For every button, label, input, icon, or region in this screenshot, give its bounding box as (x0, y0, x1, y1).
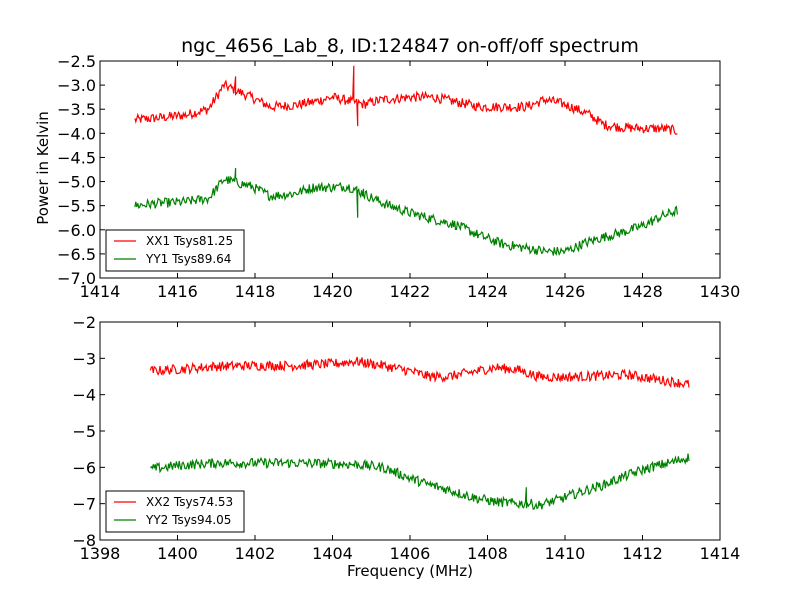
y-tick-label: −2 (72, 313, 96, 332)
y-tick-label: −4 (72, 386, 96, 405)
legend-label: XX2 Tsys74.53 (146, 495, 233, 509)
y-tick-label: −4.0 (57, 124, 96, 143)
y-tick-label: −5.0 (57, 173, 96, 192)
x-tick-label: 1414 (700, 544, 741, 563)
bottom-spectrum-plot: 1398 1400 1402 1404 1406 1408 1410 1412 1414 −8 −7… (72, 313, 740, 563)
x-tick-label: 1412 (622, 544, 663, 563)
y-tick-label: −5.5 (57, 197, 96, 216)
x-tick-label: 1430 (700, 282, 741, 301)
x-tick-label: 1426 (545, 282, 586, 301)
legend: XX1 Tsys81.25 YY1 Tsys89.64 (105, 229, 245, 272)
y-tick-label: −3 (72, 349, 96, 368)
legend-label: YY1 Tsys89.64 (145, 252, 231, 266)
series-line-1-2 (134, 168, 678, 256)
y-tick-label: −6 (72, 458, 96, 477)
series-line-2-1 (149, 356, 690, 389)
legend-label: YY2 Tsys94.05 (145, 513, 231, 527)
x-tick-label: 1420 (312, 282, 353, 301)
y-tick-label: −7 (72, 495, 96, 514)
legend-label: XX1 Tsys81.25 (146, 234, 233, 248)
x-tick-label: 1408 (467, 544, 508, 563)
y-tick-label: −8 (72, 531, 96, 550)
figure-title: ngc_4656_Lab_8, ID:124847 on-off/off spe… (181, 35, 639, 57)
x-tick-label: 1400 (157, 544, 198, 563)
x-tick-label: 1404 (312, 544, 353, 563)
y-tick-label: −4.5 (57, 148, 96, 167)
legend-box (105, 490, 245, 533)
x-tick-label: 1418 (235, 282, 276, 301)
x-tick-label: 1416 (157, 282, 198, 301)
y-tick-label: −5 (72, 422, 96, 441)
series-line-2-2 (150, 453, 690, 510)
y-axis-label: Power in Kelvin (34, 111, 52, 225)
y-tick-label: −3.0 (57, 76, 96, 95)
x-tick-label: 1428 (622, 282, 663, 301)
y-tick-label: −3.5 (57, 100, 96, 119)
x-tick-label: 1410 (545, 544, 586, 563)
x-tick-label: 1406 (390, 544, 431, 563)
x-tick-label: 1422 (390, 282, 431, 301)
x-tick-label: 1414 (80, 282, 121, 301)
top-spectrum-plot: 1414 1416 1418 1420 1422 1424 1426 1428 1430 −7.0… (57, 52, 740, 301)
x-tick-label: 1398 (80, 544, 121, 563)
x-tick-label: 1402 (235, 544, 276, 563)
legend-box (105, 229, 245, 272)
y-tick-label: −6.0 (57, 221, 96, 240)
legend: XX2 Tsys74.53 YY2 Tsys94.05 (105, 490, 245, 533)
series-line-1-1 (134, 65, 678, 135)
y-tick-label: −2.5 (57, 52, 96, 71)
x-tick-label: 1424 (467, 282, 508, 301)
x-axis-label: Frequency (MHz) (347, 562, 473, 580)
y-tick-label: −7.0 (57, 269, 96, 288)
y-tick-label: −6.5 (57, 245, 96, 264)
